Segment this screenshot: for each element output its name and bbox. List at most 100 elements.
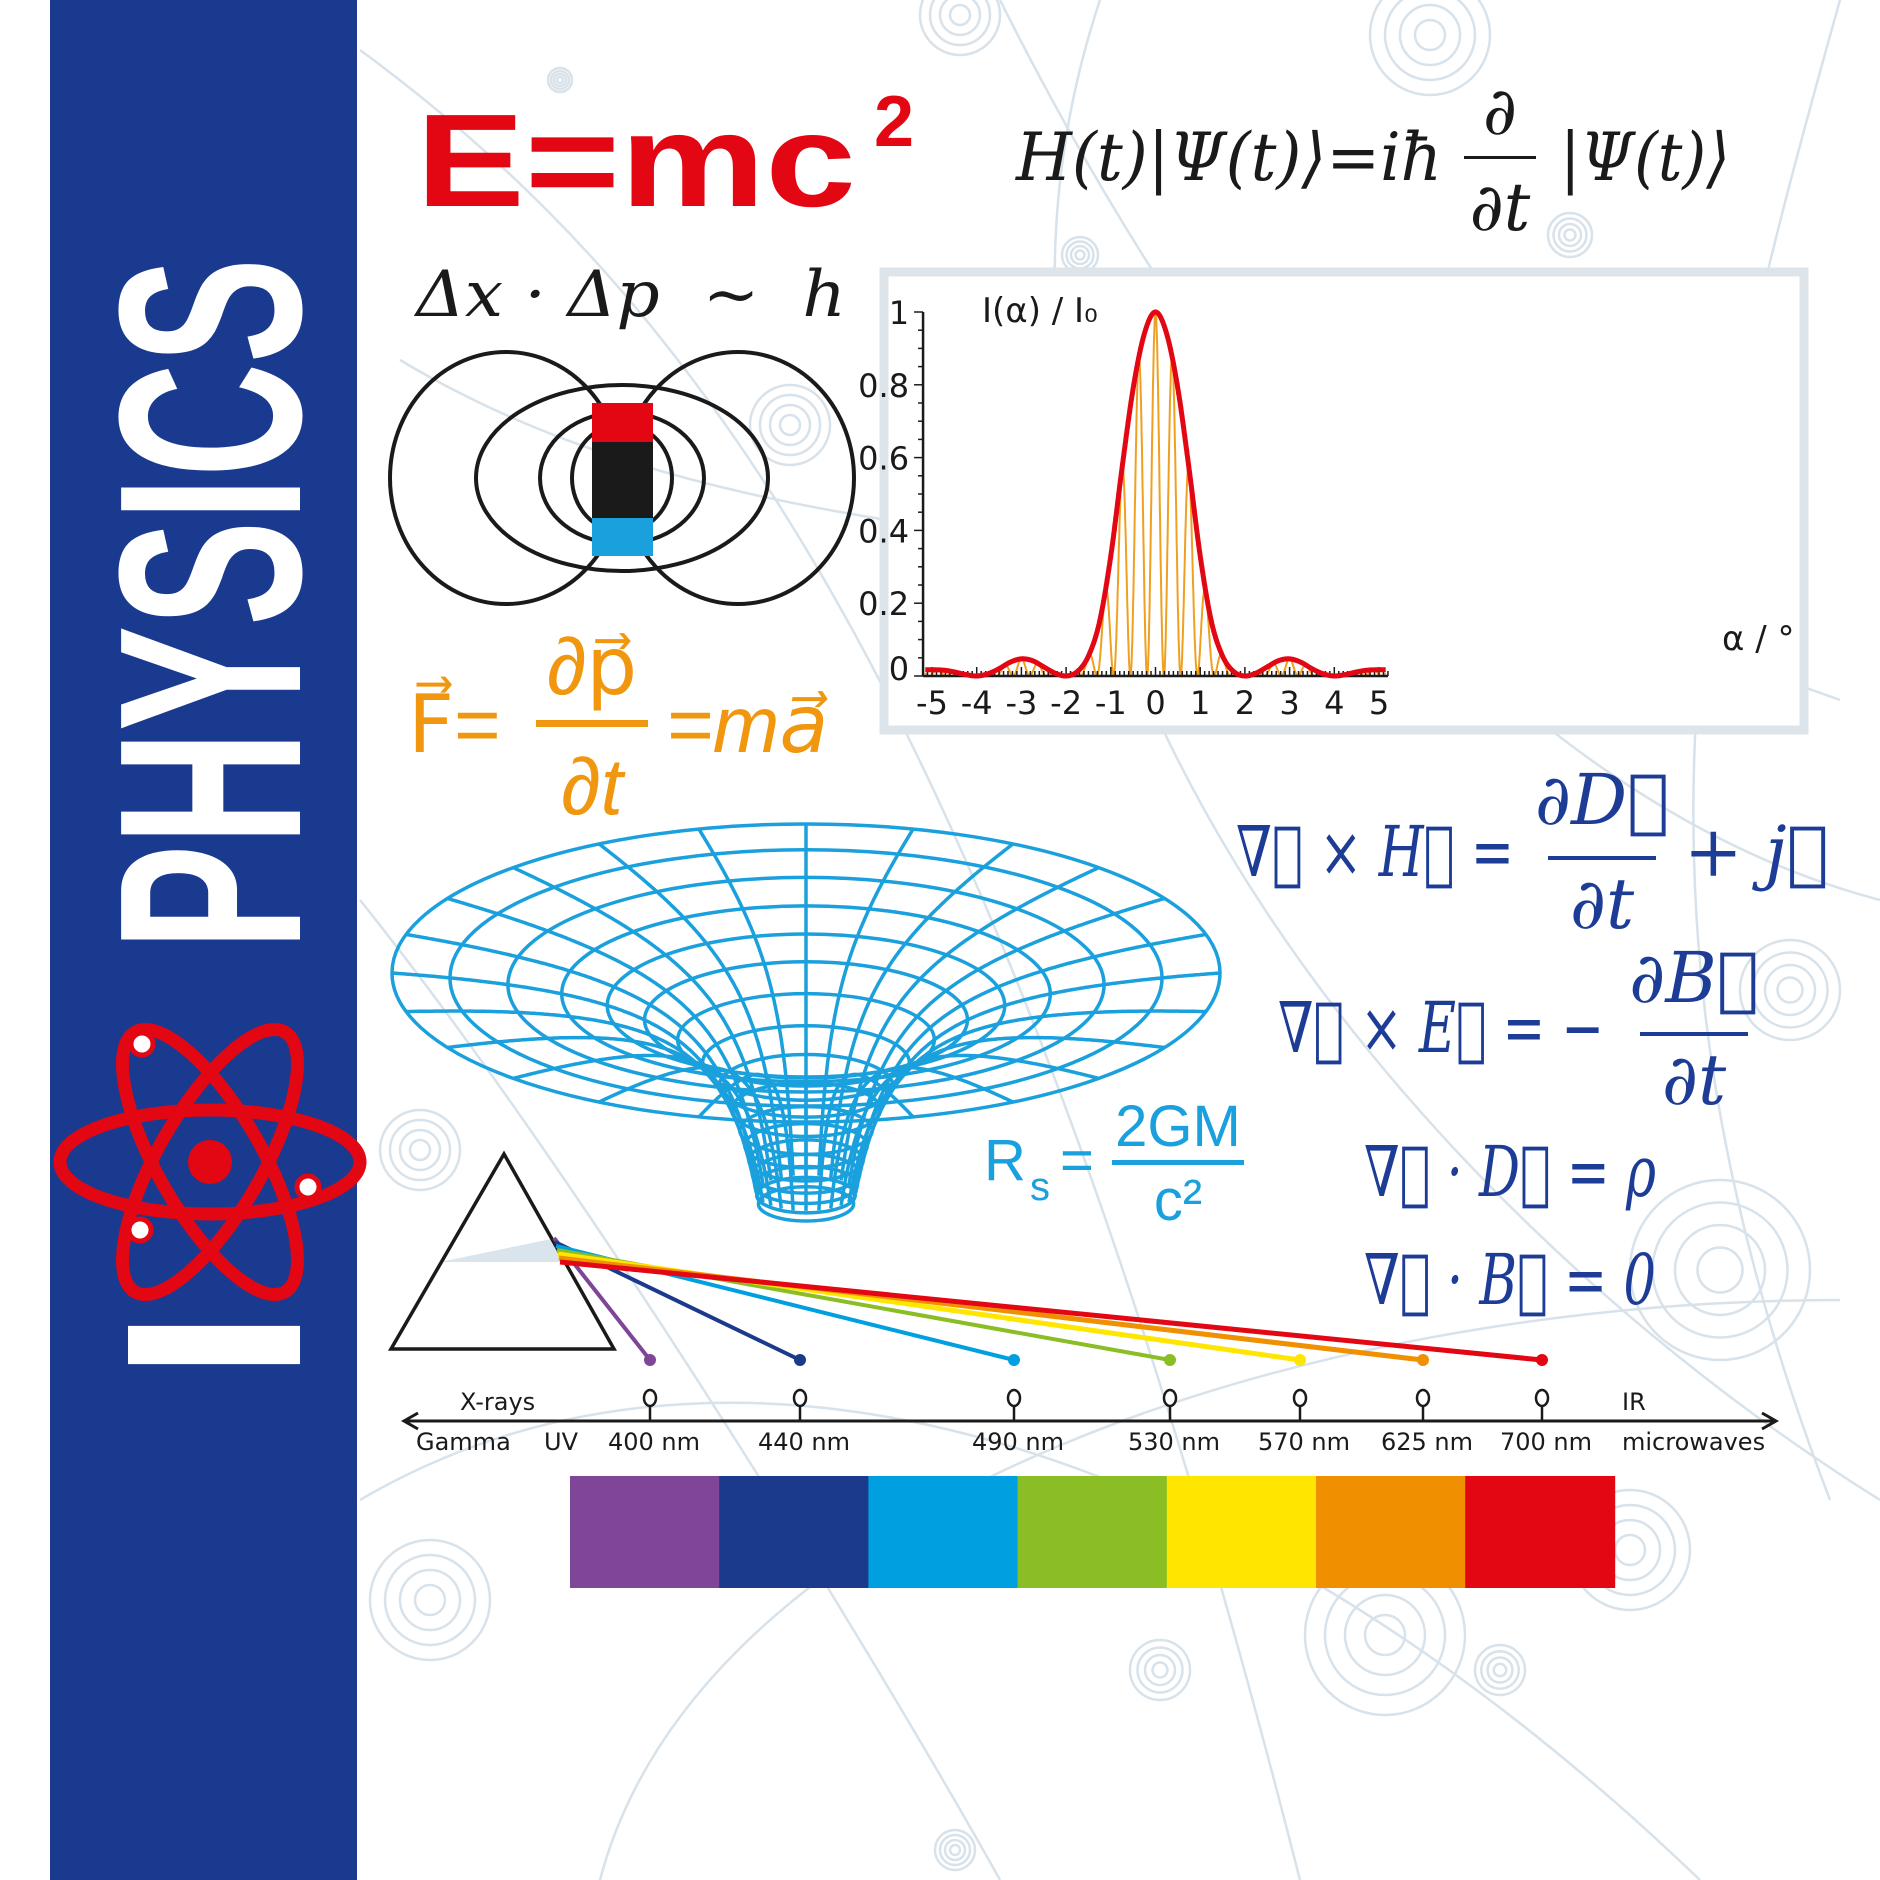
chart-ylabel: I(α) / I₀	[982, 291, 1098, 331]
ray-endpoint	[1417, 1354, 1429, 1366]
sidebar-title: PHYSICS	[66, 258, 356, 950]
swirl-ring	[758, 393, 822, 457]
swirl-ring	[918, 0, 1002, 57]
newton-lhs: F⃗=	[408, 676, 501, 769]
label-gamma: Gamma	[416, 1428, 511, 1456]
swirl-ring	[1557, 222, 1583, 248]
ray-endpoint	[644, 1354, 656, 1366]
atom-orbit	[53, 1103, 367, 1221]
swirl-ring	[546, 66, 574, 94]
maxwell-equations: ∇⃗ × H⃗ = ∂D⃗ ∂t + j⃗ ∇⃗ × E⃗ = − ∂B⃗ ∂t…	[1236, 759, 1829, 1321]
maxwell-ampere-rhs: + j⃗	[1684, 811, 1829, 893]
axis-region-labels: X-rays Gamma UV IR microwaves	[416, 1388, 1765, 1456]
swirl-ring	[1776, 976, 1804, 1004]
swirl-ring	[1323, 1573, 1447, 1697]
arrow-right-icon	[1761, 1411, 1780, 1431]
swirl-ring	[1486, 1656, 1514, 1684]
swirl-ring	[388, 1118, 452, 1182]
atom-electron	[294, 1173, 322, 1201]
marker-pin-icon	[792, 1388, 808, 1408]
swirl-ring	[938, 0, 982, 37]
funnel-meridian	[829, 842, 1015, 1178]
swirl-ring	[928, 0, 992, 47]
atom-nucleus	[188, 1140, 232, 1184]
x-tick-label: -5	[916, 684, 948, 722]
funnel-meridian	[597, 842, 783, 1178]
schrodinger-rhs: |Ψ(t)⟩	[1560, 119, 1730, 196]
swirl-ring	[1136, 1646, 1184, 1694]
funnel-meridian	[405, 932, 760, 1189]
incident-light-beam	[440, 1238, 566, 1262]
ray-endpoint	[1536, 1354, 1548, 1366]
label-ir: IR	[1622, 1388, 1646, 1416]
spectrum-segment	[1465, 1476, 1616, 1588]
wavelength-label: 700 nm	[1500, 1428, 1592, 1456]
y-tick-label: 0.2	[858, 585, 909, 623]
marker-pin-icon	[1415, 1388, 1431, 1408]
x-tick-label: 0	[1145, 684, 1165, 722]
maxwell-ampere-denominator: ∂t	[1570, 863, 1635, 945]
swirl-ring	[943, 1838, 967, 1862]
atom-electron	[126, 1216, 154, 1244]
funnel-meridian	[839, 866, 1100, 1181]
spectrum-segment	[1017, 1476, 1168, 1588]
swirl-ring	[1343, 1593, 1427, 1677]
swirl-curve	[359, 48, 1302, 1880]
swirl-ring	[1069, 244, 1091, 266]
funnel-meridian	[447, 896, 765, 1185]
x-tick-label: -3	[1005, 684, 1037, 722]
y-tick-label: 0	[889, 650, 909, 688]
swirl-ring	[748, 383, 832, 467]
field-line	[620, 350, 856, 606]
funnel-meridian	[817, 828, 915, 1176]
newton-second-law: F⃗= ∂p⃗ ∂t =ma⃗	[408, 622, 828, 831]
x-tick-label: -4	[961, 684, 993, 722]
swirl-ring	[549, 69, 571, 91]
funnel-meridian	[817, 1072, 915, 1211]
y-tick-label: 1	[889, 294, 909, 332]
x-tick-label: 4	[1324, 684, 1344, 722]
fraction-bar	[536, 720, 648, 727]
swirl-ring	[1613, 1533, 1647, 1567]
marker-pin-icon	[1292, 1388, 1308, 1408]
atom-orbit	[116, 1023, 304, 1301]
funnel-meridian	[839, 1053, 1100, 1206]
schwarzschild-equals: =	[1060, 1128, 1094, 1193]
swirl-ring	[383, 1553, 477, 1647]
y-tick-label: 0.8	[858, 367, 909, 405]
magnet-body	[592, 442, 653, 518]
swirl-ring	[948, 1843, 962, 1857]
atom-orbit	[116, 1023, 304, 1301]
swirl-ring	[1473, 1643, 1527, 1697]
swirl-ring	[378, 1108, 462, 1192]
swirl-ring	[413, 1583, 447, 1617]
swirl-curve	[1692, 0, 1842, 1501]
funnel-meridian	[697, 828, 795, 1176]
arrow-left-icon	[400, 1411, 419, 1431]
funnel-meridian	[598, 1065, 783, 1209]
chart-frame	[879, 267, 1809, 735]
sidebar-prefix: I	[74, 1308, 353, 1382]
swirl-ring	[1546, 211, 1594, 259]
swirl-ring	[1673, 1223, 1767, 1317]
atom-electron	[128, 1030, 156, 1058]
swirl-ring	[1143, 1653, 1177, 1687]
funnel-meridian	[391, 971, 759, 1194]
x-tick-label: 1	[1190, 684, 1210, 722]
atom-icon	[53, 1023, 367, 1301]
swirl-ring	[398, 1568, 462, 1632]
swirl-ring	[1128, 1638, 1192, 1702]
newton-rhs: =ma⃗	[666, 680, 828, 769]
swirl-ring	[938, 1833, 972, 1867]
diffraction-chart: -5 -4 -3 -2 -1 0 1 2 3 4 500.20.40.60.81	[858, 294, 1389, 722]
swirl-ring	[1074, 249, 1086, 261]
wavelength-label: 530 nm	[1128, 1428, 1220, 1456]
swirl-ring	[1696, 1246, 1744, 1294]
spacetime-curvature-funnel	[390, 822, 1222, 1223]
y-tick-label: 0.6	[858, 440, 909, 478]
schwarzschild-subscript: s	[1030, 1165, 1050, 1209]
swirl-ring	[1368, 0, 1492, 97]
x-tick-label: -1	[1095, 684, 1127, 722]
